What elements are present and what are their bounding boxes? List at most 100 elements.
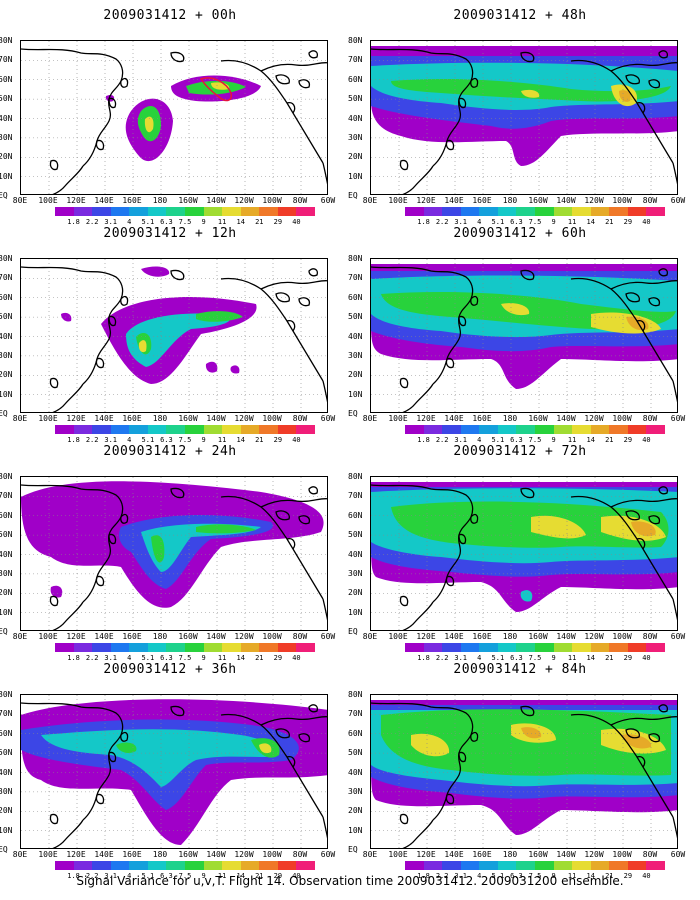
longitude-label: 160W [178, 414, 198, 423]
coastline [322, 162, 327, 185]
colorbar-swatch [222, 207, 242, 216]
coastline [658, 486, 669, 495]
colorbar-swatch [442, 425, 462, 434]
colorbar-swatch [92, 861, 112, 870]
latitude-label: 30N [348, 568, 363, 578]
map-panel-p84: 2009031412 + 84h 80N 70N 60N 50N 40N 30N 20N 10N… [348, 654, 690, 880]
colorbar-tick-label: 29 [623, 436, 633, 444]
coastline [170, 269, 185, 281]
colorbar-swatch [259, 861, 279, 870]
variance-map [370, 258, 678, 413]
latitude-label: 40N [348, 549, 363, 559]
colorbar-swatch [203, 425, 223, 434]
colorbar-tick-label: 11 [217, 218, 227, 226]
panel-title: 2009031412 + 24h [103, 444, 237, 459]
colorbar-swatch [442, 207, 462, 216]
coastline [445, 357, 455, 369]
longitude-label: 140W [206, 414, 226, 423]
coastline [308, 704, 319, 713]
colorbar-swatch [572, 425, 592, 434]
colorbar-tick-label: 3.1 [104, 872, 118, 880]
longitude-label: 60W [670, 632, 686, 641]
variance-contour-purple [61, 312, 72, 322]
longitude-label: 140W [206, 850, 226, 859]
colorbar-swatch [627, 207, 647, 216]
coastline [298, 79, 311, 89]
coastline [636, 319, 646, 332]
variance-contour-purple [205, 361, 218, 373]
map-panel-p24: 2009031412 + 24h 80N 70N 60N 50N 40N 30N 20N 10N… [0, 436, 340, 662]
latitude-label: 10N [348, 825, 363, 835]
longitude-label: 140E [94, 196, 114, 205]
longitude-label: 180 [152, 850, 168, 859]
colorbar-tick-label: 2.2 [435, 436, 449, 444]
longitude-label: 120W [584, 850, 604, 859]
colorbar-tick-label: 40 [292, 218, 301, 226]
colorbar-swatch [277, 425, 297, 434]
variance-contour-yellow [501, 303, 530, 316]
colorbar-tick-label: 40 [292, 654, 301, 662]
colorbar-swatch [479, 861, 499, 870]
longitude-label: 140E [94, 632, 114, 641]
coastline [120, 77, 129, 88]
coastline [610, 497, 677, 508]
colorbar-swatch [535, 643, 555, 652]
colorbar-swatch [73, 207, 93, 216]
longitude-label: 100E [388, 850, 408, 859]
latitude-label: 20N [348, 588, 363, 598]
longitude-label: 80W [292, 414, 308, 423]
colorbar-swatch [296, 207, 316, 216]
colorbar-swatch [166, 207, 186, 216]
variance-contour-teal [141, 523, 261, 572]
longitude-label: 80E [362, 196, 378, 205]
colorbar-swatch [405, 425, 425, 434]
longitude-label: 180 [502, 632, 518, 641]
colorbar-tick-label: 7.5 [178, 218, 192, 226]
variance-contour-purple [50, 585, 63, 598]
longitude-label: 160E [472, 414, 492, 423]
latitude-label: EQ [348, 409, 358, 418]
coastline [322, 598, 327, 621]
colorbar-tick-label: 14 [236, 218, 245, 226]
longitude-label: 120E [66, 850, 86, 859]
longitude-axis: 80E 100E 120E 140E 160E 180 160W 140W 120W 100W 80… [13, 414, 335, 424]
longitude-label: 120E [66, 632, 86, 641]
coastline [672, 598, 677, 621]
latitude-label: 30N [348, 132, 363, 142]
latitude-label: 50N [348, 530, 363, 540]
colorbar-tick-label: 14 [236, 654, 245, 662]
colorbar-tick-label: 2.2 [85, 218, 99, 226]
latitude-label: 40N [0, 767, 13, 777]
latitude-label: 60N [348, 74, 363, 84]
longitude-label: 60W [320, 196, 336, 205]
coastline [625, 74, 640, 85]
longitude-label: 100W [612, 414, 632, 423]
latitude-label: 40N [348, 113, 363, 123]
variance-contour-green [196, 524, 256, 534]
colorbar-tick-label: 11 [217, 436, 227, 444]
colorbar-swatch [166, 643, 186, 652]
latitude-label: 20N [0, 588, 13, 598]
variance-contour-yellow [259, 743, 272, 754]
latitude-label: 30N [0, 132, 13, 142]
coastline [308, 268, 319, 277]
colorbar-tick-label: 7.5 [528, 872, 542, 880]
colorbar-swatch [646, 861, 666, 870]
variance-contour-orange [521, 727, 542, 739]
colorbar-tick-label: 9 [551, 654, 556, 662]
colorbar-tick-label: 4 [477, 654, 482, 662]
colorbar-swatch [572, 643, 592, 652]
latitude-label: 40N [0, 113, 13, 123]
longitude-label: 140W [556, 632, 576, 641]
latitude-label: 20N [348, 152, 363, 162]
coastline [458, 97, 467, 109]
variance-contour-purple [141, 266, 170, 277]
coastline [648, 515, 661, 525]
longitude-label: 120E [66, 196, 86, 205]
coastline [275, 74, 290, 85]
coastline [275, 510, 290, 521]
colorbar-swatch [110, 425, 130, 434]
latitude-label: 80N [348, 254, 363, 263]
colorbar-swatch [277, 207, 297, 216]
colorbar-tick-label: 4 [477, 218, 482, 226]
